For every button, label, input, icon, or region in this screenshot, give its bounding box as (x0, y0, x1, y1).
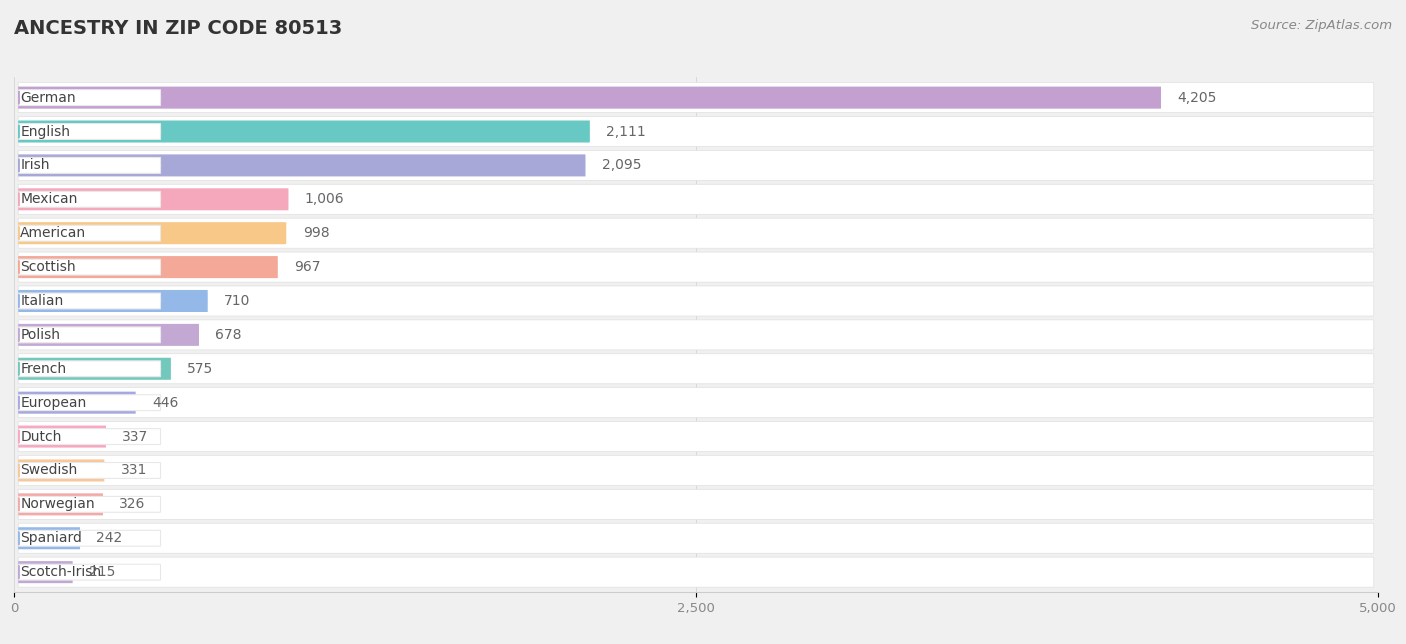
Text: Spaniard: Spaniard (20, 531, 82, 545)
FancyBboxPatch shape (18, 358, 172, 380)
FancyBboxPatch shape (18, 392, 136, 413)
Text: European: European (20, 395, 87, 410)
Text: American: American (20, 226, 86, 240)
Text: 1,006: 1,006 (305, 193, 344, 206)
FancyBboxPatch shape (18, 497, 160, 512)
Text: English: English (20, 124, 70, 138)
FancyBboxPatch shape (18, 293, 160, 309)
Text: 215: 215 (89, 565, 115, 579)
FancyBboxPatch shape (18, 188, 288, 211)
FancyBboxPatch shape (18, 527, 80, 549)
Text: 967: 967 (294, 260, 321, 274)
FancyBboxPatch shape (18, 564, 160, 580)
Text: 326: 326 (120, 497, 146, 511)
FancyBboxPatch shape (18, 354, 1374, 384)
FancyBboxPatch shape (18, 429, 160, 444)
Text: 998: 998 (302, 226, 329, 240)
FancyBboxPatch shape (18, 151, 1374, 180)
FancyBboxPatch shape (18, 82, 1374, 113)
Text: 2,095: 2,095 (602, 158, 641, 173)
FancyBboxPatch shape (18, 184, 1374, 214)
FancyBboxPatch shape (18, 225, 160, 241)
Text: 2,111: 2,111 (606, 124, 645, 138)
FancyBboxPatch shape (18, 395, 160, 411)
FancyBboxPatch shape (18, 218, 1374, 248)
FancyBboxPatch shape (18, 462, 160, 478)
Text: 678: 678 (215, 328, 242, 342)
FancyBboxPatch shape (18, 327, 160, 343)
Text: Norwegian: Norwegian (20, 497, 94, 511)
Text: Swedish: Swedish (20, 464, 77, 477)
Text: Scotch-Irish: Scotch-Irish (20, 565, 101, 579)
FancyBboxPatch shape (18, 256, 278, 278)
FancyBboxPatch shape (18, 459, 104, 482)
FancyBboxPatch shape (18, 530, 160, 546)
FancyBboxPatch shape (18, 155, 585, 176)
FancyBboxPatch shape (18, 120, 591, 142)
FancyBboxPatch shape (18, 252, 1374, 282)
Text: ANCESTRY IN ZIP CODE 80513: ANCESTRY IN ZIP CODE 80513 (14, 19, 342, 39)
Text: Dutch: Dutch (20, 430, 62, 444)
FancyBboxPatch shape (18, 158, 160, 173)
FancyBboxPatch shape (18, 286, 1374, 316)
FancyBboxPatch shape (18, 324, 200, 346)
FancyBboxPatch shape (18, 86, 1161, 109)
FancyBboxPatch shape (18, 117, 1374, 147)
FancyBboxPatch shape (18, 259, 160, 275)
Text: 446: 446 (152, 395, 179, 410)
FancyBboxPatch shape (18, 388, 1374, 418)
FancyBboxPatch shape (18, 489, 1374, 519)
FancyBboxPatch shape (18, 124, 160, 140)
Text: Source: ZipAtlas.com: Source: ZipAtlas.com (1251, 19, 1392, 32)
FancyBboxPatch shape (18, 290, 208, 312)
Text: 4,205: 4,205 (1177, 91, 1216, 104)
FancyBboxPatch shape (18, 222, 287, 244)
FancyBboxPatch shape (18, 426, 105, 448)
Text: 710: 710 (224, 294, 250, 308)
FancyBboxPatch shape (18, 90, 160, 106)
Text: Irish: Irish (20, 158, 49, 173)
FancyBboxPatch shape (18, 422, 1374, 451)
Text: German: German (20, 91, 76, 104)
Text: Polish: Polish (20, 328, 60, 342)
Text: 337: 337 (122, 430, 149, 444)
Text: 242: 242 (97, 531, 122, 545)
FancyBboxPatch shape (18, 320, 1374, 350)
FancyBboxPatch shape (18, 493, 103, 515)
Text: Scottish: Scottish (20, 260, 76, 274)
FancyBboxPatch shape (18, 557, 1374, 587)
Text: French: French (20, 362, 66, 376)
FancyBboxPatch shape (18, 523, 1374, 553)
FancyBboxPatch shape (18, 455, 1374, 486)
Text: 575: 575 (187, 362, 214, 376)
FancyBboxPatch shape (18, 361, 160, 377)
Text: 331: 331 (121, 464, 148, 477)
Text: Italian: Italian (20, 294, 63, 308)
Text: Mexican: Mexican (20, 193, 77, 206)
FancyBboxPatch shape (18, 191, 160, 207)
FancyBboxPatch shape (18, 561, 73, 583)
